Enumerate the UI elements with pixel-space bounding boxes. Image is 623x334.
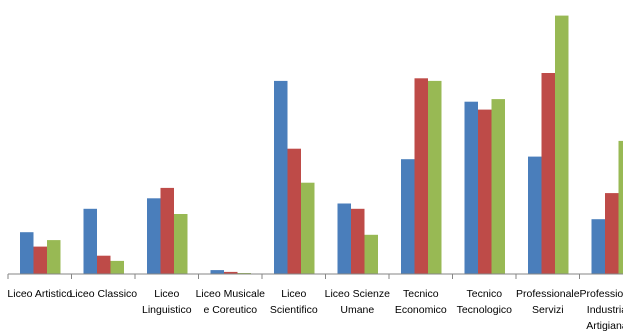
bar-0-series-0 [20,232,34,274]
bar-5-series-0 [337,203,351,274]
bar-5-series-1 [351,208,365,275]
bar-8-series-1 [541,73,555,274]
bar-7-series-2 [491,99,505,274]
x-tick-label-0: Liceo Artistico [7,288,72,300]
bar-2-series-2 [174,214,188,274]
bar-4-series-0 [274,80,288,275]
bar-3-series-0 [210,270,224,274]
bar-0-series-1 [33,246,47,274]
x-axis-ticks [7,274,580,279]
bar-8-series-2 [555,15,569,274]
bar-9-series-2 [618,140,623,274]
bar-1-series-0 [83,208,97,275]
x-tick-label-7: Tecnico Tecnologico [457,288,513,316]
bar-3-series-1 [224,271,238,274]
x-tick-label-1: Liceo Classico [69,288,137,300]
x-tick-label-8: Professionale Servizi [516,288,580,316]
bar-8-series-0 [528,156,542,275]
bar-0-series-2 [47,240,61,274]
bar-1-series-1 [97,255,111,274]
x-tick-label-9: ProfessionaleIndustria eArtigianato [579,288,623,332]
bar-1-series-2 [110,260,124,274]
bar-6-series-2 [428,80,442,275]
bar-5-series-2 [364,234,378,274]
bar-4-series-2 [301,182,315,274]
bar-2-series-1 [160,187,174,274]
bar-7-series-0 [464,101,478,274]
bar-9-series-0 [591,219,605,274]
x-tick-label-6: Tecnico Economico [395,288,447,316]
bar-9-series-1 [605,193,619,274]
x-tick-label-4: Liceo Scientifico [270,288,318,316]
bar-6-series-1 [414,78,428,275]
x-tick-label-2: Liceo Linguistico [142,288,192,316]
x-tick-label-5: Liceo Scienze Umane [325,288,391,316]
bars-layer [20,15,623,275]
bar-2-series-0 [147,198,161,274]
x-tick-label-3: Liceo Musicale e Coreutico [196,288,266,316]
bar-7-series-1 [478,109,492,274]
bar-6-series-0 [401,159,415,274]
bar-4-series-1 [287,148,301,274]
